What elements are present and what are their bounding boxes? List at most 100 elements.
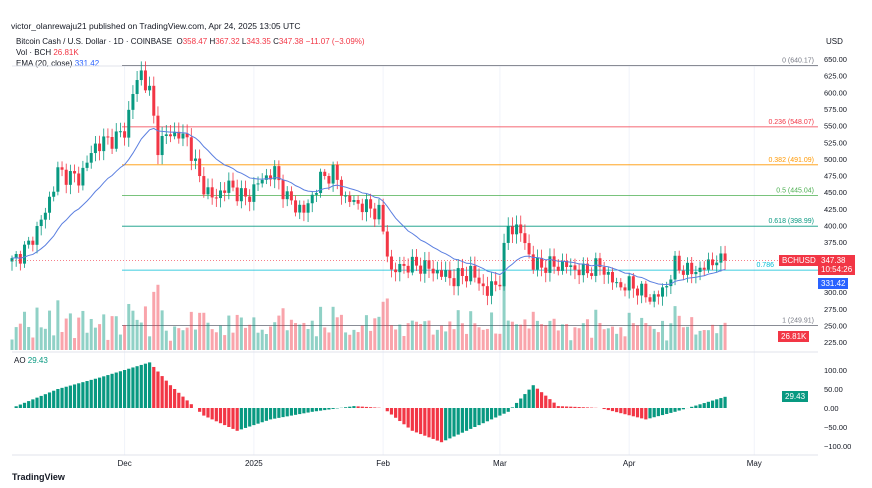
ao-bar [373, 407, 377, 408]
price-tick-label: 275.00 [824, 305, 847, 314]
volume-bar [406, 323, 410, 350]
ao-bar [514, 402, 519, 408]
ao-bar [156, 371, 160, 408]
ao-bar [485, 408, 489, 422]
candle-body [135, 80, 139, 95]
open-value: 358.47 [182, 37, 208, 46]
volume-bar [331, 306, 335, 350]
tradingview-logo[interactable]: TradingView [12, 472, 65, 482]
candle-body [690, 262, 694, 275]
ao-bar [72, 384, 77, 408]
price-tick-label: 300.00 [824, 288, 847, 297]
volume-bar [656, 332, 660, 350]
ao-bar [148, 362, 152, 408]
candle-body [214, 197, 218, 199]
ao-bar [14, 406, 18, 408]
ao-bar [281, 408, 285, 418]
ao-bar [398, 408, 402, 422]
price-tick-label: 425.00 [824, 205, 847, 214]
candle-body [698, 267, 702, 272]
ao-bar [189, 404, 193, 408]
ao-bar [214, 408, 218, 422]
volume-bar [244, 327, 248, 350]
ao-bar [615, 408, 619, 413]
candle-body [569, 265, 573, 267]
volume-bar [523, 319, 527, 350]
volume-bar [531, 311, 535, 350]
volume-bar [306, 328, 310, 350]
ao-bar [681, 408, 685, 410]
volume-bar [206, 322, 210, 350]
candle-body [23, 244, 27, 264]
volume-bar [189, 311, 193, 350]
volume-bar [52, 335, 56, 350]
price-tick-label: 225.00 [824, 338, 847, 347]
volume-bar [510, 321, 514, 350]
volume-bar [615, 333, 619, 350]
volume-bar [323, 327, 327, 350]
low-label: L [241, 37, 247, 46]
ao-bar [627, 408, 631, 416]
candle-body [523, 233, 527, 244]
candle-body [540, 257, 544, 268]
symbol[interactable]: Bitcoin Cash / U.S. Dollar · 1D · COINBA… [16, 37, 173, 46]
volume-bar [423, 321, 427, 350]
candle-body [590, 273, 594, 276]
candle-body [485, 286, 489, 296]
price-tick-label: 550.00 [824, 122, 847, 131]
volume-bar [715, 333, 719, 350]
candle-body [406, 265, 410, 273]
volume-bar [465, 333, 469, 350]
ao-bar [640, 408, 644, 419]
candle-body [281, 180, 285, 200]
volume-bar [598, 322, 602, 350]
candle-body [114, 131, 118, 149]
candle-body [719, 253, 723, 263]
volume-bar [440, 325, 444, 350]
candle-body [256, 183, 260, 185]
ao-bar [535, 388, 540, 408]
candle-body [381, 204, 385, 232]
ao-bar [456, 408, 460, 435]
volume-bar [181, 330, 185, 350]
ao-bar [227, 408, 231, 427]
volume-bar [114, 316, 118, 350]
ao-bar [27, 401, 31, 408]
volume-bar [469, 311, 473, 350]
volume-bar [473, 323, 477, 350]
volume-bar [98, 324, 102, 350]
candle-body [715, 262, 719, 266]
volume-bar [702, 330, 706, 350]
volume-bar [269, 326, 273, 350]
volume-bar [636, 325, 639, 350]
ao-bar [293, 408, 298, 415]
ao-bar [656, 408, 660, 417]
candle-body [339, 179, 343, 196]
ao-bar [460, 408, 464, 433]
volume-bar [352, 329, 356, 350]
volume-bar [373, 318, 377, 350]
price-tick-label: 525.00 [824, 138, 847, 147]
close-value: 347.38 [278, 37, 304, 46]
candle-body [269, 175, 273, 180]
ao-bar [177, 392, 181, 408]
price-tick-label: 250.00 [824, 321, 847, 330]
x-tick-label: May [747, 459, 762, 468]
candle-body [490, 281, 494, 296]
volume-bar [556, 330, 560, 350]
volume-bar [506, 320, 510, 350]
candle-body [131, 94, 135, 110]
x-tick-label: Apr [623, 459, 636, 468]
volume-bar [164, 330, 168, 350]
candle-body [319, 171, 323, 194]
volume-bar [394, 329, 398, 350]
candle-body [544, 267, 548, 273]
candle-body [648, 297, 652, 302]
candle-body [185, 133, 189, 138]
candle-body [502, 242, 506, 287]
volume-bar [494, 333, 498, 350]
ao-bar [565, 406, 569, 408]
ao-bar [448, 408, 452, 439]
candle-body [652, 294, 656, 302]
